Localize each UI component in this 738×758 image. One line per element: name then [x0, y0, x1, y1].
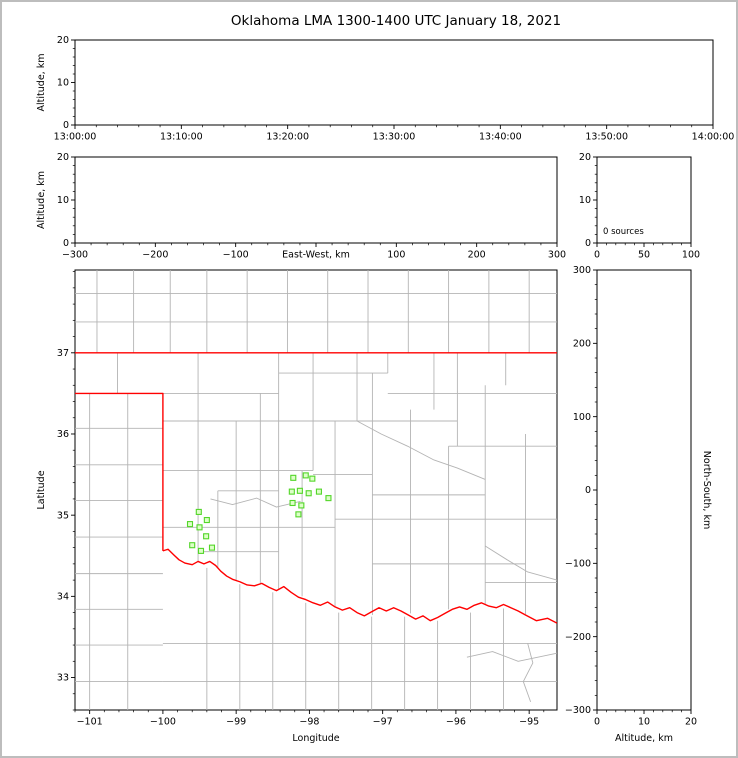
x-tick-label: −96 — [446, 717, 466, 728]
ew_height-panel: −300 −200 −100 100 200 300 0 10 20 East-West, km A… — [36, 152, 566, 260]
y-tick-label: 36 — [57, 429, 69, 440]
lma-station-marker — [186, 521, 194, 528]
x-tick-label: −100 — [150, 717, 176, 728]
lma-station-marker — [189, 542, 196, 549]
x-tick-label: 20 — [685, 717, 697, 728]
y-tick-label: 20 — [57, 35, 69, 46]
y-tick-label: −200 — [565, 632, 591, 643]
lma-station-marker — [197, 547, 205, 554]
y-tick-label: 10 — [579, 195, 591, 206]
y-axis-label: Altitude, km — [36, 171, 47, 229]
y-tick-label: 20 — [57, 152, 69, 163]
y-tick-label: −100 — [565, 559, 591, 570]
state-boundary — [75, 392, 164, 551]
y-tick-label: 10 — [57, 78, 69, 89]
lma-station-marker — [208, 544, 216, 551]
y-tick-label: 0 — [63, 238, 69, 249]
county-boundary — [522, 643, 534, 703]
y-tick-label: 10 — [57, 195, 69, 206]
panel-frame — [596, 156, 692, 244]
x-tick-label: −100 — [223, 250, 249, 261]
x-tick-label: −99 — [226, 717, 246, 728]
panel-frame — [74, 156, 558, 244]
y-tick-label: 300 — [573, 265, 591, 276]
x-tick-label: 0 — [594, 717, 600, 728]
x-tick-label: 10 — [638, 717, 650, 728]
x-tick-label: 13:20:00 — [266, 132, 309, 143]
x-tick-label: 13:30:00 — [373, 132, 416, 143]
lma-station-marker — [203, 533, 210, 540]
x-tick-label: 0 — [594, 250, 600, 261]
lma-station-marker — [298, 502, 305, 509]
y-tick-label: 34 — [57, 592, 69, 603]
x-tick-label: 13:10:00 — [160, 132, 203, 143]
state-boundary — [162, 548, 557, 624]
y-tick-label: −300 — [565, 705, 591, 716]
county-boundary — [210, 497, 301, 508]
x-tick-label: 200 — [468, 250, 486, 261]
x-tick-label: 13:00:00 — [54, 132, 97, 143]
x-tick-label: −97 — [373, 717, 393, 728]
y-tick-label: 20 — [579, 152, 591, 163]
x-tick-label: 100 — [682, 250, 700, 261]
lma-station-marker — [203, 516, 210, 524]
lma-station-marker — [295, 511, 302, 518]
lma-station-marker — [290, 474, 297, 481]
map-layers — [75, 270, 557, 710]
y-axis-label-right: North-South, km — [701, 451, 712, 529]
y-tick-label: 0 — [63, 120, 69, 131]
source-count-label: 0 sources — [603, 227, 644, 237]
lma-station-marker — [305, 490, 312, 497]
lma-station-marker — [315, 488, 322, 495]
plot-title: Oklahoma LMA 1300-1400 UTC January 18, 2… — [230, 13, 562, 29]
x-tick-label: 13:40:00 — [479, 132, 522, 143]
x-tick-label: −95 — [519, 717, 539, 728]
y-tick-label: 0 — [585, 485, 591, 496]
lma-station-marker — [309, 475, 316, 482]
lma-station-marker — [196, 524, 203, 531]
county-boundary — [466, 651, 557, 662]
y-tick-label: 0 — [585, 238, 591, 249]
lma-station-marker — [302, 472, 309, 479]
x-tick-label: 300 — [548, 250, 566, 261]
panel-frame — [596, 269, 692, 711]
x-tick-label: −98 — [299, 717, 319, 728]
county-boundary — [356, 420, 486, 480]
panel-frame — [74, 39, 714, 126]
x-tick-label: 14:00:00 — [692, 132, 735, 143]
x-tick-label: 100 — [387, 250, 405, 261]
county-boundary — [484, 545, 557, 581]
y-tick-label: 100 — [573, 412, 591, 423]
y-tick-label: 200 — [573, 339, 591, 350]
lma-station-marker — [296, 487, 303, 494]
time_height-panel: 13:00:00 13:10:00 13:20:00 13:30:00 13:40:00… — [36, 35, 734, 142]
y-tick-label: 33 — [57, 673, 69, 684]
lma-station-marker — [325, 495, 332, 502]
panel-frame — [74, 269, 558, 711]
x-tick-label: 50 — [638, 250, 650, 261]
x-axis-label: Longitude — [292, 733, 339, 744]
map-panel: −101 −100 −99 −98 −97 −96 −95 33 34 35 36 37 Longitu… — [36, 269, 558, 744]
ns_height-panel: 0 10 20 300 200 100 0 −100 −200 −300 Altitude, km N… — [565, 265, 712, 744]
x-tick-label: −101 — [77, 717, 103, 728]
x-tick-label: 13:50:00 — [585, 132, 628, 143]
y-tick-label: 37 — [57, 348, 69, 359]
y-axis-label: Latitude — [36, 470, 47, 509]
x-axis-label: Altitude, km — [615, 733, 673, 744]
x-tick-label: −200 — [142, 250, 168, 261]
y-tick-label: 35 — [57, 510, 69, 521]
lma-station-marker — [195, 508, 202, 515]
x-axis-label: East-West, km — [282, 250, 350, 261]
lma-station-marker — [288, 488, 295, 495]
alt_hist-panel: 0 50 100 0 10 20 0 sources — [579, 152, 700, 260]
y-axis-label: Altitude, km — [36, 54, 47, 112]
lma-station-marker — [289, 499, 296, 507]
x-tick-label: −300 — [62, 250, 88, 261]
